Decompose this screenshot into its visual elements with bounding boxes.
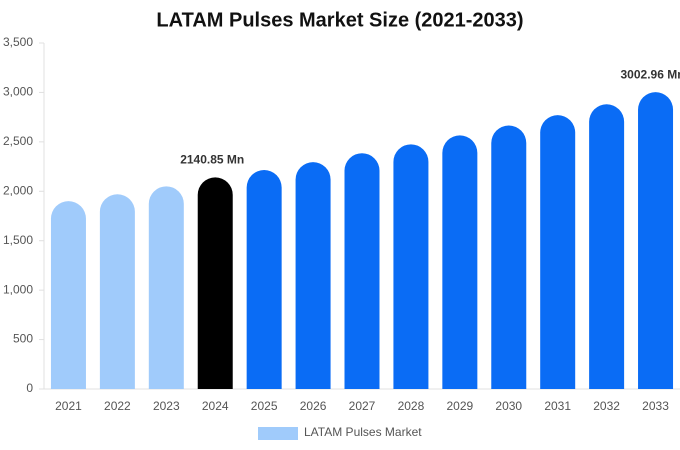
- x-tick-label: 2032: [593, 399, 620, 413]
- x-tick-label: 2026: [300, 399, 327, 413]
- bar: [589, 104, 625, 389]
- bar: [638, 92, 674, 389]
- y-tick-label: 0: [26, 381, 33, 395]
- data-label: 2140.85 Mn: [180, 153, 244, 167]
- y-tick-label: 500: [13, 332, 33, 346]
- chart-title: LATAM Pulses Market Size (2021-2033): [156, 9, 523, 31]
- bar: [50, 201, 86, 389]
- x-tick-label: 2025: [251, 399, 278, 413]
- y-tick-label: 2,500: [3, 134, 33, 148]
- x-tick-label: 2027: [349, 399, 376, 413]
- y-tick-label: 2,000: [3, 183, 33, 197]
- bar: [295, 162, 331, 389]
- data-label: 3002.96 Mn: [621, 67, 680, 81]
- bar: [491, 125, 527, 389]
- bar: [540, 115, 576, 389]
- bar: [344, 153, 380, 389]
- x-tick-label: 2022: [104, 399, 131, 413]
- x-tick-label: 2033: [642, 399, 669, 413]
- bar: [442, 135, 478, 389]
- x-tick-label: 2024: [202, 399, 229, 413]
- x-tick-label: 2030: [495, 399, 522, 413]
- bar: [246, 170, 282, 389]
- y-tick-label: 1,000: [3, 282, 33, 296]
- bar: [393, 144, 429, 389]
- bar: [148, 186, 184, 389]
- bar: [99, 194, 135, 389]
- x-tick-label: 2031: [544, 399, 571, 413]
- x-tick-label: 2021: [55, 399, 82, 413]
- legend-swatch: [258, 427, 298, 440]
- y-tick-label: 3,500: [3, 35, 33, 49]
- x-tick-label: 2028: [398, 399, 425, 413]
- x-tick-label: 2029: [446, 399, 473, 413]
- y-tick-label: 3,000: [3, 85, 33, 99]
- bar: [197, 177, 233, 389]
- legend-label: LATAM Pulses Market: [304, 425, 422, 439]
- x-tick-label: 2023: [153, 399, 180, 413]
- y-tick-label: 1,500: [3, 233, 33, 247]
